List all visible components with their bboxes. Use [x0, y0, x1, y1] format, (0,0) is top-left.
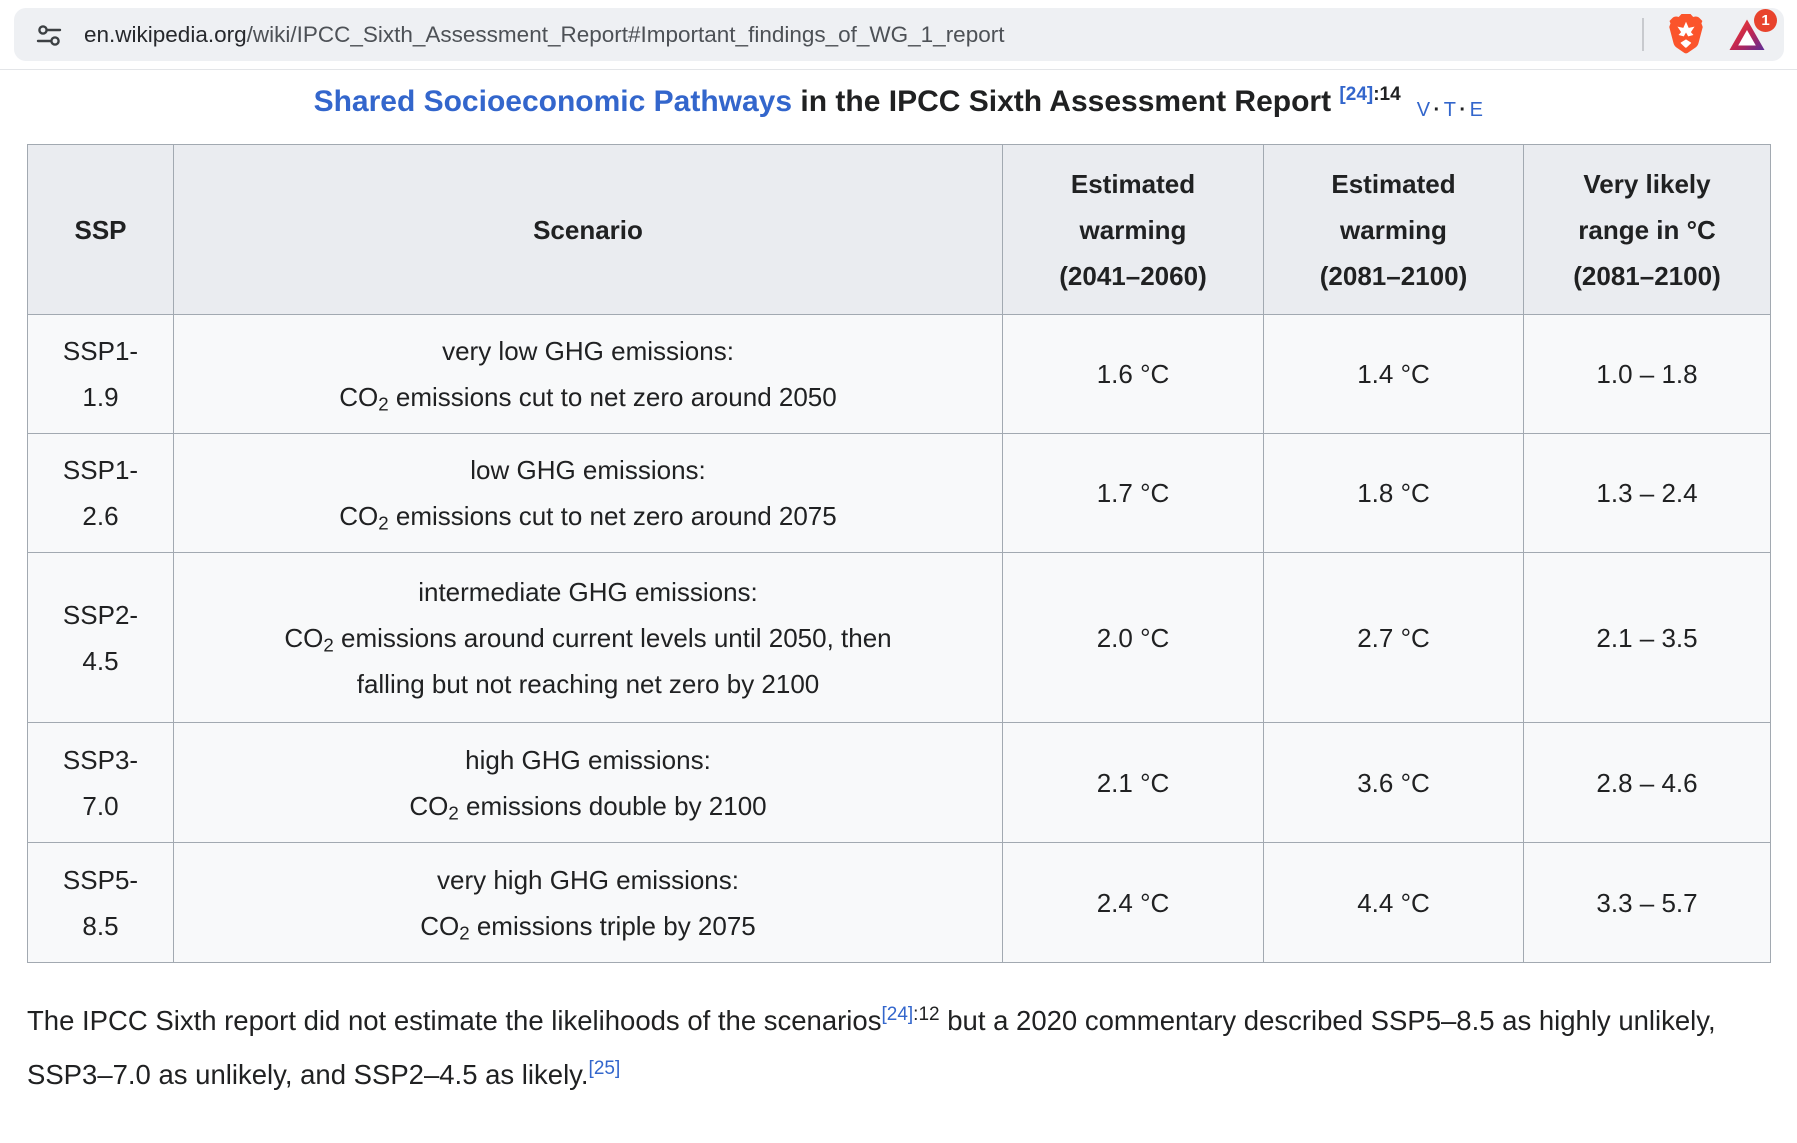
- ref-24-link[interactable]: [24]: [1339, 84, 1374, 105]
- footer-text-1: The IPCC Sixth report did not estimate t…: [27, 1005, 882, 1036]
- table-row-ssp2-45: SSP2- 4.5 intermediate GHG emissions: CO2 …: [27, 552, 1771, 723]
- edit-template-link[interactable]: E: [1469, 99, 1484, 121]
- ssp-cell: SSP3- 7.0: [27, 722, 174, 843]
- header-cell-scenario: Scenario: [173, 144, 1003, 315]
- footer-reference-2: [25]: [589, 1058, 621, 1079]
- url-text[interactable]: en.wikipedia.org/wiki/IPCC_Sixth_Assessm…: [84, 22, 1642, 48]
- range-cell: 1.0 – 1.8: [1523, 314, 1771, 434]
- url-path: /wiki/IPCC_Sixth_Assessment_Report#Impor…: [246, 21, 1005, 47]
- warming-2081-cell: 3.6 °C: [1263, 722, 1524, 843]
- ssp-article-link[interactable]: Shared Socioeconomic Pathways: [313, 85, 793, 118]
- scenario-cell: low GHG emissions: CO2 emissions cut to n…: [173, 433, 1003, 553]
- ref-25-link[interactable]: [25]: [588, 1058, 621, 1079]
- warming-2041-cell: 1.7 °C: [1002, 433, 1264, 553]
- warming-2081-cell: 4.4 °C: [1263, 842, 1524, 963]
- table-header-row: SSP Scenario Estimated warming (2041–2060)…: [27, 144, 1771, 315]
- warming-2081-cell: 1.8 °C: [1263, 433, 1524, 553]
- url-domain: en.wikipedia.org: [84, 21, 247, 47]
- range-cell: 3.3 – 5.7: [1523, 842, 1771, 963]
- scenario-cell: high GHG emissions: CO2 emissions double …: [173, 722, 1003, 843]
- footer-reference-1: [24]:12: [881, 1004, 939, 1025]
- scenario-cell: intermediate GHG emissions: CO2 emissions…: [173, 552, 1003, 723]
- ssp-cell: SSP1- 1.9: [27, 314, 174, 434]
- table-row-ssp5-85: SSP5- 8.5 very high GHG emissions: CO2 emi…: [27, 842, 1771, 963]
- talk-template-link[interactable]: T: [1443, 99, 1457, 121]
- vte-separator: ·: [1433, 99, 1441, 121]
- brave-shield-icon[interactable]: [1666, 13, 1706, 57]
- range-cell: 1.3 – 2.4: [1523, 433, 1771, 553]
- ssp-cell: SSP2- 4.5: [27, 552, 174, 723]
- table-row-ssp3-70: SSP3- 7.0 high GHG emissions: CO2 emission…: [27, 722, 1771, 843]
- notification-badge: 1: [1754, 8, 1777, 32]
- ssp-cell: SSP1- 2.6: [27, 433, 174, 553]
- ssp-cell: SSP5- 8.5: [27, 842, 174, 963]
- browser-chrome: en.wikipedia.org/wiki/IPCC_Sixth_Assessm…: [0, 0, 1797, 70]
- warming-2041-cell: 2.0 °C: [1002, 552, 1264, 723]
- header-cell-warming-2041: Estimated warming (2041–2060): [1002, 144, 1264, 315]
- view-template-link[interactable]: V: [1416, 99, 1431, 121]
- table-row-ssp1-26: SSP1- 2.6 low GHG emissions: CO2 emissions…: [27, 433, 1771, 553]
- warming-2041-cell: 2.4 °C: [1002, 842, 1264, 963]
- ssp-scenarios-table: SSP Scenario Estimated warming (2041–2060)…: [27, 144, 1771, 963]
- ref-24-link[interactable]: [24]: [881, 1004, 914, 1025]
- scenario-cell: very high GHG emissions: CO2 emissions tr…: [173, 842, 1003, 963]
- warming-2041-cell: 1.6 °C: [1002, 314, 1264, 434]
- header-cell-ssp: SSP: [27, 144, 174, 315]
- toolbar-divider: [1642, 18, 1644, 51]
- tune-icon[interactable]: [35, 21, 63, 49]
- ref-page-number: :14: [1373, 84, 1401, 105]
- range-cell: 2.8 – 4.6: [1523, 722, 1771, 843]
- warming-2081-cell: 1.4 °C: [1263, 314, 1524, 434]
- warming-2081-cell: 2.7 °C: [1263, 552, 1524, 723]
- brave-rewards-bat-icon[interactable]: 1: [1728, 8, 1777, 52]
- title-reference: [24]:14: [1339, 84, 1400, 105]
- range-cell: 2.1 – 3.5: [1523, 552, 1771, 723]
- footer-paragraph: The IPCC Sixth report did not estimate t…: [27, 994, 1770, 1102]
- navbox-title-text: in the IPCC Sixth Assessment Report: [792, 85, 1332, 118]
- header-cell-warming-2081: Estimated warming (2081–2100): [1263, 144, 1524, 315]
- address-bar[interactable]: en.wikipedia.org/wiki/IPCC_Sixth_Assessm…: [14, 8, 1784, 61]
- footer-text-2: but a 2020 commentary described SSP5–8.5…: [27, 1005, 1716, 1090]
- header-cell-range: Very likely range in °C (2081–2100): [1523, 144, 1771, 315]
- ref-page-number: :12: [913, 1004, 940, 1025]
- vte-controls: V · T · E: [1417, 99, 1484, 121]
- scenario-cell: very low GHG emissions: CO2 emissions cut…: [173, 314, 1003, 434]
- table-row-ssp1-19: SSP1- 1.9 very low GHG emissions: CO2 emis…: [27, 314, 1771, 434]
- vte-separator: ·: [1459, 99, 1467, 121]
- warming-2041-cell: 2.1 °C: [1002, 722, 1264, 843]
- navbox-title: Shared Socioeconomic Pathways in the IPC…: [0, 84, 1797, 123]
